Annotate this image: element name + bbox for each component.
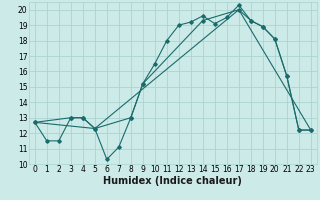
X-axis label: Humidex (Indice chaleur): Humidex (Indice chaleur) (103, 176, 242, 186)
